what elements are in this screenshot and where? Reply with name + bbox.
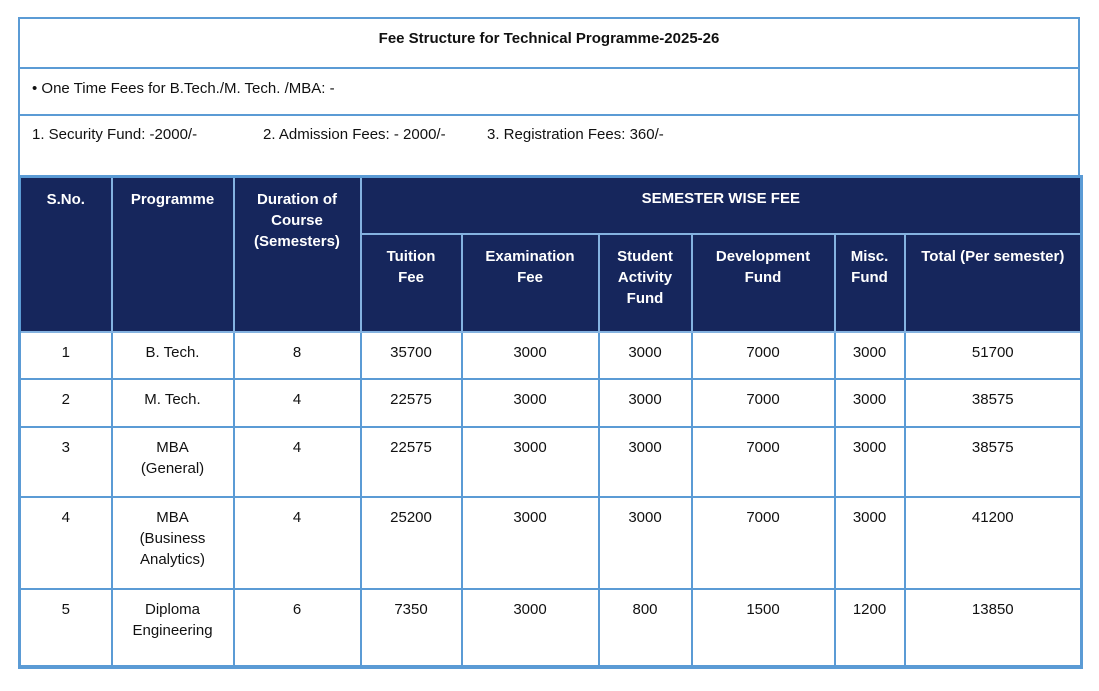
- cell-examination-fee: 3000: [460, 330, 600, 380]
- one-time-fees-note: • One Time Fees for B.Tech./M. Tech. /MB…: [18, 67, 1080, 116]
- cell-development-fund: 7000: [690, 377, 836, 428]
- header-row-top: S.No. Programme Duration of Course (Seme…: [18, 175, 1083, 333]
- table-row: 2 M. Tech. 4 22575 3000 3000 7000 3000 38575: [18, 377, 1083, 428]
- cell-duration: 4: [232, 377, 362, 428]
- cell-misc-fund: 1200: [833, 587, 906, 668]
- cell-student-activity-fund: 3000: [597, 495, 693, 590]
- subheader-total-per-semester: Total (Per semester): [903, 232, 1083, 333]
- cell-tuition-fee: 35700: [359, 330, 463, 380]
- subheader-development-fund: Development Fund: [690, 232, 836, 333]
- subheader-misc-fund: Misc. Fund: [833, 232, 906, 333]
- cell-tuition-fee: 7350: [359, 587, 463, 668]
- cell-misc-fund: 3000: [833, 377, 906, 428]
- subheader-examination-fee: Examination Fee: [460, 232, 600, 333]
- cell-student-activity-fund: 800: [597, 587, 693, 668]
- header-row-sub: Tuition Fee Examination Fee Student Activi…: [20, 232, 1083, 333]
- registration-fees-item: 3. Registration Fees: 360/-: [487, 126, 664, 143]
- table-row: 1 B. Tech. 8 35700 3000 3000 7000 3000 51700: [18, 330, 1083, 380]
- cell-tuition-fee: 22575: [359, 425, 463, 498]
- cell-sno: 5: [18, 587, 113, 668]
- cell-examination-fee: 3000: [460, 425, 600, 498]
- cell-duration: 6: [232, 587, 362, 668]
- cell-misc-fund: 3000: [833, 425, 906, 498]
- table-row: 3 MBA (General) 4 22575 3000 3000 7000 3000 3857…: [18, 425, 1083, 498]
- cell-total: 38575: [903, 425, 1083, 498]
- info-table: Fee Structure for Technical Programme-20…: [18, 17, 1080, 177]
- cell-student-activity-fund: 3000: [597, 377, 693, 428]
- subheader-tuition-fee: Tuition Fee: [359, 232, 463, 333]
- cell-total: 38575: [903, 377, 1083, 428]
- cell-student-activity-fund: 3000: [597, 330, 693, 380]
- column-header-semester-wise-fee: SEMESTER WISE FEE: [359, 175, 1083, 235]
- cell-programme: Diploma Engineering: [110, 587, 235, 668]
- cell-development-fund: 7000: [690, 330, 836, 380]
- cell-programme: MBA (Business Analytics): [110, 495, 235, 590]
- cell-examination-fee: 3000: [460, 377, 600, 428]
- cell-misc-fund: 3000: [833, 330, 906, 380]
- page-title: Fee Structure for Technical Programme-20…: [18, 17, 1080, 69]
- column-header-duration: Duration of Course (Semesters): [232, 175, 362, 333]
- table-row: 5 Diploma Engineering 6 7350 3000 800 1500 1200…: [18, 587, 1083, 668]
- title-row: Fee Structure for Technical Programme-20…: [18, 17, 1080, 69]
- one-time-fees-row: • One Time Fees for B.Tech./M. Tech. /MB…: [18, 67, 1080, 116]
- cell-tuition-fee: 22575: [359, 377, 463, 428]
- cell-sno: 1: [18, 330, 113, 380]
- subheader-student-activity-fund: Student Activity Fund: [597, 232, 693, 333]
- fee-structure-table: S.No. Programme Duration of Course (Seme…: [18, 175, 1084, 669]
- cell-sno: 4: [18, 495, 113, 590]
- cell-duration: 8: [232, 330, 362, 380]
- cell-sno: 3: [18, 425, 113, 498]
- table-row: 4 MBA (Business Analytics) 4 25200 3000 3000 7…: [18, 495, 1083, 590]
- one-time-fee-items: 1. Security Fund: -2000/- 2. Admission Fe…: [18, 114, 1080, 177]
- cell-programme: B. Tech.: [110, 330, 235, 380]
- column-header-sno: S.No.: [18, 175, 113, 333]
- cell-total: 13850: [903, 587, 1083, 668]
- cell-tuition-fee: 25200: [359, 495, 463, 590]
- cell-misc-fund: 3000: [833, 495, 906, 590]
- cell-total: 41200: [903, 495, 1083, 590]
- one-time-fee-items-row: 1. Security Fund: -2000/- 2. Admission Fe…: [18, 114, 1080, 177]
- cell-examination-fee: 3000: [460, 587, 600, 668]
- cell-development-fund: 7000: [690, 425, 836, 498]
- cell-programme: M. Tech.: [110, 377, 235, 428]
- cell-duration: 4: [232, 425, 362, 498]
- cell-examination-fee: 3000: [460, 495, 600, 590]
- cell-programme: MBA (General): [110, 425, 235, 498]
- admission-fees-item: 2. Admission Fees: - 2000/-: [263, 126, 446, 143]
- security-fund-item: 1. Security Fund: -2000/-: [32, 126, 198, 143]
- cell-total: 51700: [903, 330, 1083, 380]
- cell-sno: 2: [18, 377, 113, 428]
- column-header-programme: Programme: [110, 175, 235, 333]
- cell-development-fund: 7000: [690, 495, 836, 590]
- cell-development-fund: 1500: [690, 587, 836, 668]
- cell-student-activity-fund: 3000: [597, 425, 693, 498]
- cell-duration: 4: [232, 495, 362, 590]
